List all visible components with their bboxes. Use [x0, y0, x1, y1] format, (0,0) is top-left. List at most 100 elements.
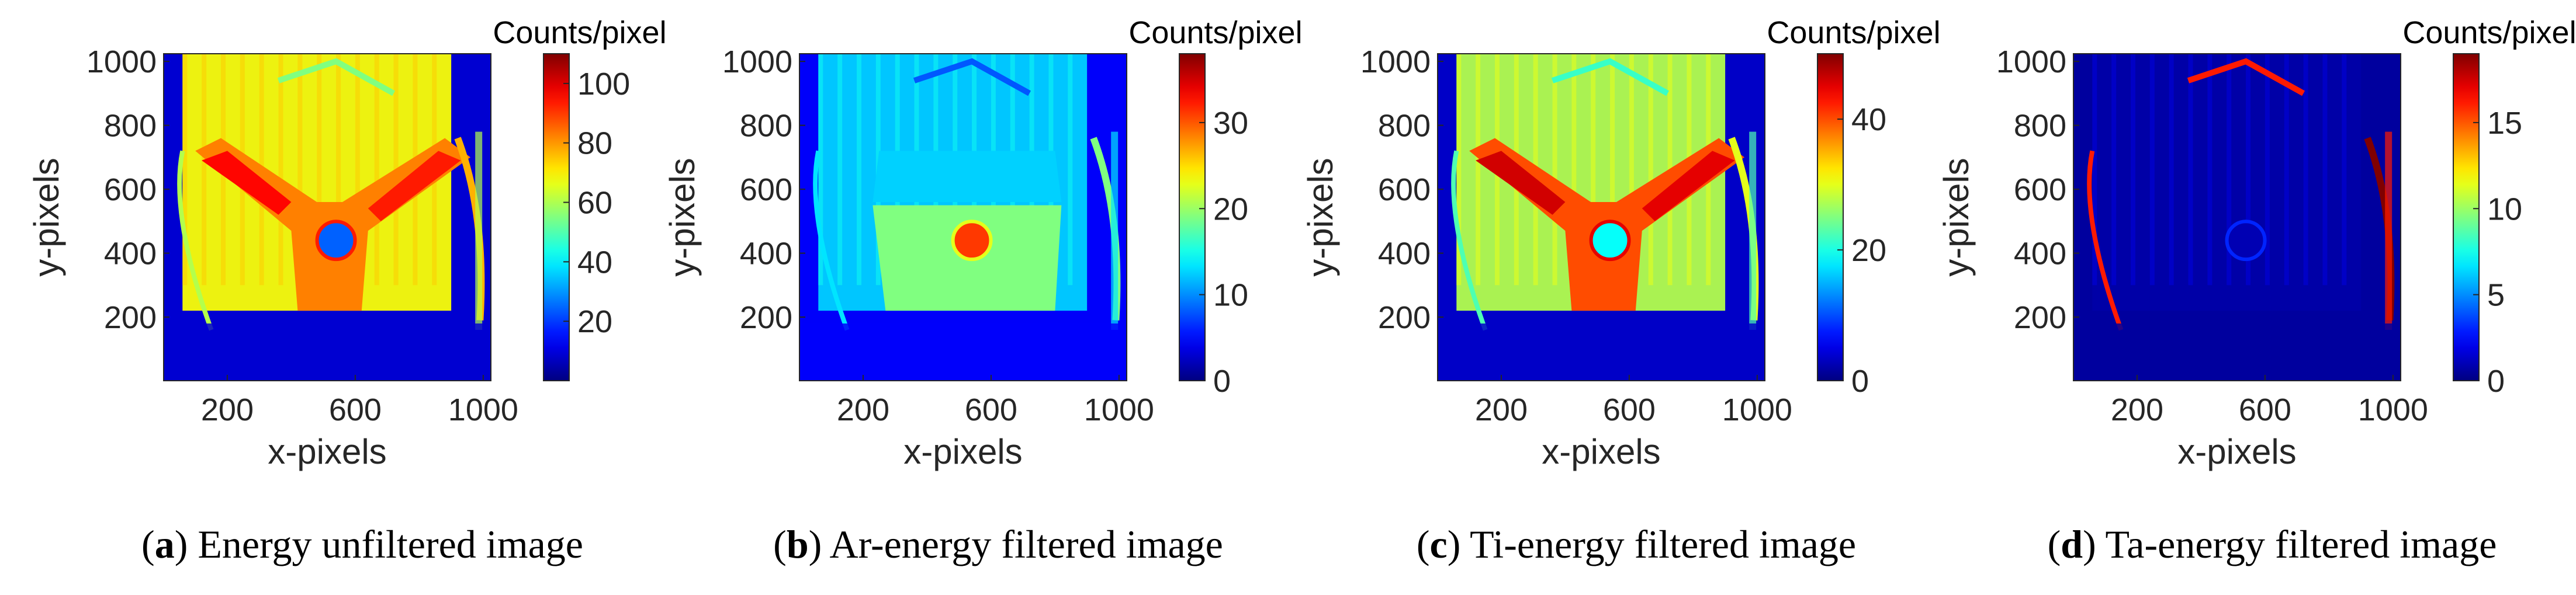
x-tick-label: 1000: [1722, 392, 1792, 427]
axes-frame: [163, 53, 491, 381]
heatmap-streak: [374, 54, 379, 286]
heatmap-block-upper: [872, 151, 1062, 202]
heatmap-streak: [2207, 54, 2213, 286]
colorbar-tick-label: 10: [2487, 192, 2522, 227]
heatmap-streak: [2227, 54, 2232, 286]
y-tick-label: 200: [1378, 300, 1431, 335]
heatmap-yoke-arm: [1642, 151, 1735, 221]
heatmap-lower-region: [1438, 323, 1765, 381]
y-tick-label: 400: [740, 236, 792, 272]
heatmap-streak: [1591, 54, 1596, 286]
heatmap-streak: [856, 54, 861, 286]
heatmap-chevron: [277, 58, 396, 96]
heatmap-column: [2092, 54, 2362, 311]
heatmap-ring: [951, 220, 993, 262]
axes-frame: [1437, 53, 1765, 381]
x-tick-label: 200: [837, 392, 889, 427]
colorbar: [1179, 53, 1206, 381]
heatmap-streak: [2322, 54, 2328, 286]
y-axis-label: y-pixels: [1937, 158, 1976, 276]
y-tick-label: 600: [1378, 172, 1431, 207]
colorbar-tick-label: 60: [577, 186, 612, 221]
caption-letter: a: [155, 522, 175, 566]
heatmap-streak: [837, 54, 843, 286]
x-tick-label: 200: [201, 392, 254, 427]
heatmap-streak: [182, 54, 188, 286]
heatmap-streak: [2149, 54, 2155, 286]
heatmap-streak: [2092, 54, 2097, 286]
colorbar-tick-label: 100: [577, 67, 630, 102]
heatmap-rim-left: [177, 150, 214, 331]
heatmap-streak: [278, 54, 283, 286]
heatmap-streak: [297, 54, 303, 286]
heatmap-yoke-arm: [368, 151, 461, 221]
heatmap-streak: [1610, 54, 1615, 286]
colorbar-tick-label: 0: [1213, 364, 1231, 399]
x-tick-label: 200: [2111, 392, 2163, 427]
y-tick-label: 600: [740, 172, 792, 207]
colorbar-tick-label: 0: [2487, 364, 2505, 399]
colorbar: [2453, 53, 2480, 381]
heatmap-rim-left: [813, 150, 850, 331]
y-tick-label: 200: [104, 300, 157, 335]
heatmap-chevron: [1551, 58, 1670, 96]
caption-text: Ar-energy filtered image: [830, 522, 1223, 566]
colorbar-tick-label: 15: [2487, 106, 2522, 141]
panel-a: 200 600 1000 200 400 600 800 1000 x-pixels y-pixe…: [27, 15, 667, 566]
heatmap-streak: [1648, 54, 1653, 286]
colorbar-tick-label: 80: [577, 126, 612, 161]
x-axis-label: x-pixels: [903, 432, 1022, 471]
colorbar-tick-label: 40: [577, 245, 612, 280]
heatmap-streak: [1552, 54, 1557, 286]
y-tick-label: 800: [2014, 109, 2066, 144]
colorbar-tick-label: 30: [1213, 106, 1248, 141]
panel-caption: (c) Ti-energy filtered image: [1417, 522, 1856, 566]
panel-c: 200 600 10002004006008001000x-pixelsy-pixe…: [1301, 15, 1941, 566]
y-tick-label: 400: [104, 236, 157, 272]
heatmap-lower-region: [799, 323, 1127, 381]
panel-caption: (b) Ar-energy filtered image: [773, 522, 1223, 566]
axes-frame: [2073, 53, 2401, 381]
y-tick-label: 400: [1378, 236, 1431, 272]
heatmap-lower-region: [164, 323, 491, 381]
colorbar-tick-label: 5: [2487, 278, 2505, 313]
heatmap-rim-bar: [1111, 131, 1119, 330]
heatmap-image: [2073, 54, 2401, 381]
heatmap-streak: [1068, 54, 1073, 286]
y-tick-label: 1000: [86, 44, 157, 79]
x-tick-label: 600: [1603, 392, 1656, 427]
caption-text: Ta-energy filtered image: [2106, 522, 2497, 566]
heatmap-rim-bar: [475, 131, 483, 330]
y-tick-label: 1000: [1360, 44, 1431, 79]
heatmap-ring: [2225, 220, 2267, 262]
colorbar-title: Counts/pixel: [1767, 15, 1940, 50]
axes-frame: [799, 53, 1127, 381]
panel-d: 200 600 1000 200 400 600 800 1000 x-pixels y-pixe…: [1937, 15, 2576, 566]
heatmap-image: [1438, 54, 1765, 381]
heatmap-streak: [2284, 54, 2289, 286]
y-axis-label: y-pixels: [1301, 158, 1340, 276]
heatmap-streak: [2169, 54, 2174, 286]
heatmap-chevron: [913, 58, 1031, 96]
x-tick-label: 1000: [448, 392, 518, 427]
heatmap-streak: [1571, 54, 1577, 286]
y-tick-label: 600: [2014, 172, 2066, 207]
heatmap-streak: [2303, 54, 2308, 286]
caption-letter: d: [2061, 522, 2083, 566]
heatmap-rim-bar: [1749, 131, 1757, 330]
heatmap-image: [799, 54, 1127, 381]
x-tick-label: 600: [2239, 392, 2291, 427]
y-tick-label: 200: [740, 300, 792, 335]
heatmap-streak: [1476, 54, 1481, 286]
colorbar-title: Counts/pixel: [2402, 15, 2576, 50]
y-axis-label: y-pixels: [27, 158, 66, 276]
colorbar-title: Counts/pixel: [493, 15, 666, 50]
x-axis-label: x-pixels: [1542, 432, 1660, 471]
heatmap-streak: [1456, 54, 1462, 286]
colorbar: [1817, 53, 1844, 381]
caption-text: Ti-energy filtered image: [1470, 522, 1856, 566]
y-tick-label: 800: [104, 109, 157, 144]
caption-letter: c: [1430, 522, 1448, 566]
heatmap-streak: [818, 54, 823, 286]
